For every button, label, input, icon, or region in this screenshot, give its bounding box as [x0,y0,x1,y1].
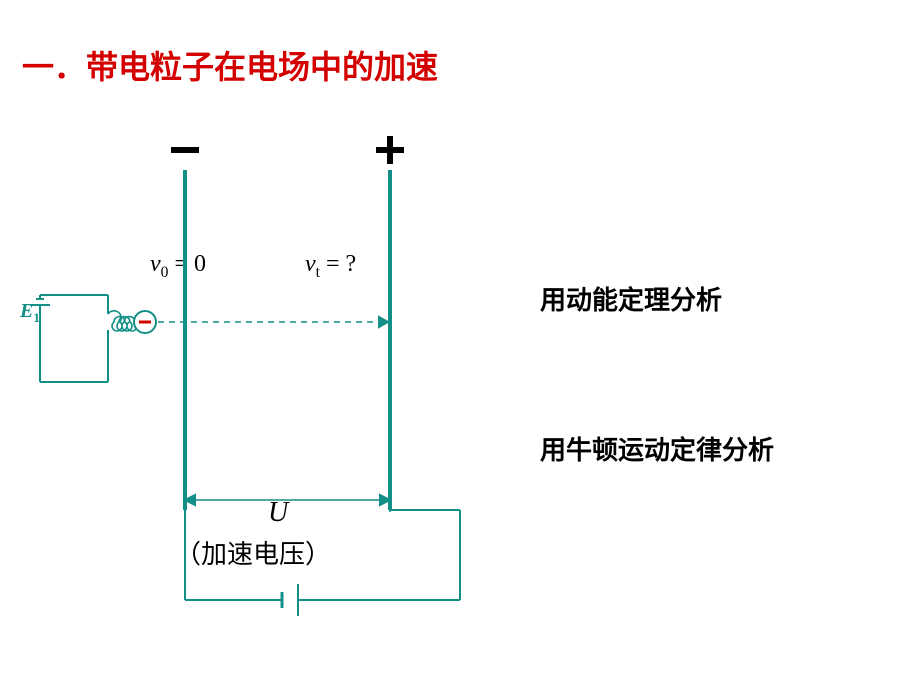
velocity-arrow-head [379,317,388,327]
circuit-diagram [0,0,920,690]
filament-coil [108,311,137,331]
